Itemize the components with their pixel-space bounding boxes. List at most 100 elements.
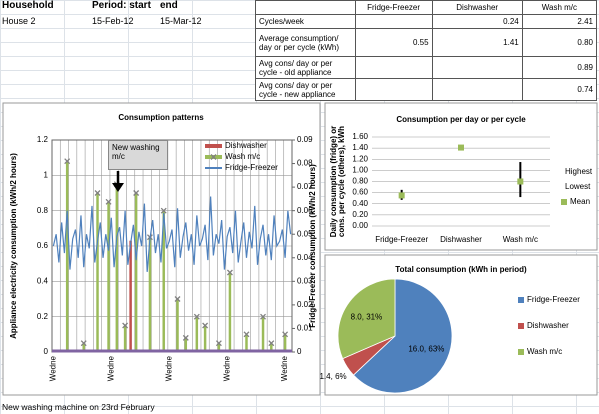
chart-title: Consumption patterns: [118, 113, 204, 122]
bar: [115, 184, 119, 352]
table-cell: [431, 56, 523, 79]
mean-marker: [398, 192, 405, 199]
table-cell: 0.74: [521, 78, 598, 101]
y2-tick-label: 0.08: [297, 159, 313, 168]
header-value: House 2: [2, 16, 36, 26]
y2-tick-label: 0.03: [297, 276, 313, 285]
marker: [226, 269, 233, 276]
table-cell: 0.80: [521, 28, 598, 57]
y-tick-label: 1.40: [352, 143, 368, 152]
marker: [122, 322, 129, 329]
y-tick-label: 1.2: [37, 135, 49, 144]
marker: [215, 340, 222, 347]
bar: [162, 210, 165, 352]
legend-label: Mean: [570, 197, 590, 206]
header-label: Period: start: [92, 0, 151, 11]
table-row: Cycles/week 0.24 2.41: [255, 14, 598, 29]
y-tick-label: 0.80: [352, 177, 368, 186]
row-label: Cycles/week: [255, 14, 356, 29]
y-tick-label: 1.00: [352, 165, 368, 174]
y-tick-label: 0: [44, 347, 49, 356]
marker: [133, 190, 140, 196]
y2-tick-label: 0.05: [297, 229, 313, 238]
marker: [160, 207, 167, 214]
bar: [123, 325, 127, 352]
y2-axis-label: Fridge-Freezer consumption (kWh/2 hours): [308, 164, 317, 328]
table-cell: 0.89: [521, 56, 598, 79]
data-label: 1.4, 6%: [320, 372, 347, 381]
x-tick-label: Wash m/c: [503, 235, 538, 244]
marker: [268, 340, 275, 347]
row-label: Avg cons/ day or per cycle - new applian…: [255, 78, 356, 101]
marker: [282, 331, 289, 338]
line: [52, 196, 292, 272]
column-header: Dishwasher: [431, 0, 523, 15]
legend-label: Fridge-Freezer: [225, 163, 278, 172]
table-row: Avg cons/ day or per cycle - old applian…: [255, 56, 598, 79]
bar: [283, 334, 287, 352]
legend-label: Highest: [565, 167, 593, 176]
legend-label: Lowest: [565, 182, 591, 191]
marker: [243, 331, 250, 338]
y2-tick-label: 0.07: [297, 182, 313, 191]
marker: [80, 340, 87, 347]
x-tick-label: Wedne: [280, 355, 289, 381]
footnote: New washing machine on 23rd February: [2, 402, 155, 412]
header-label: end: [160, 0, 178, 11]
marker: [64, 158, 71, 165]
marker: [182, 334, 189, 341]
bar: [129, 240, 132, 352]
legend-label: Dishwasher: [225, 141, 267, 150]
table-cell: [354, 78, 433, 101]
x-tick-label: Wedne: [222, 355, 231, 381]
bar: [228, 272, 232, 352]
table-cell: 1.41: [431, 28, 523, 57]
marker: [174, 296, 181, 302]
y2-tick-label: 0: [297, 347, 302, 356]
chart-box: [324, 102, 598, 251]
y-tick-label: 0.20: [352, 210, 368, 219]
y-tick-label: 1.60: [352, 132, 368, 141]
bar: [217, 343, 221, 352]
y-axis-label: cons. per cycle (others), kWh: [337, 126, 346, 237]
legend-swatch: [518, 323, 524, 329]
y-tick-label: 0.2: [37, 312, 49, 321]
table-row: Avg cons/ day or per cycle - new applian…: [255, 78, 598, 101]
y-tick-label: 0.8: [37, 206, 49, 215]
bar: [176, 299, 179, 352]
y2-tick-label: 0.01: [297, 324, 313, 333]
arrowhead: [112, 183, 124, 192]
table-cell: [354, 14, 433, 29]
bar: [261, 316, 265, 352]
marker: [94, 190, 101, 196]
table-cell: 2.41: [521, 14, 598, 29]
mean-marker: [517, 178, 524, 185]
header-value: 15-Feb-12: [92, 16, 134, 26]
data-label: 8.0, 31%: [351, 312, 383, 321]
bar: [134, 193, 138, 352]
bar: [195, 316, 199, 352]
legend-swatch: [518, 297, 524, 303]
table-cell: 0.55: [354, 28, 433, 57]
pie-slice: [352, 278, 453, 394]
y-tick-label: 0.6: [37, 241, 49, 250]
header-value: 15-Mar-12: [160, 16, 202, 26]
x-tick-label: Wedne: [106, 355, 115, 381]
marker: [105, 198, 112, 205]
row-label: Average consumption/ day or per cycle (k…: [255, 28, 356, 57]
bar: [203, 325, 207, 352]
x-tick-label: Wedne: [48, 355, 57, 381]
bar: [65, 161, 69, 352]
y-axis-label: Appliance electricity consumption (kWh/2…: [9, 153, 18, 339]
chart-title: Total consumption (kWh in period): [395, 265, 527, 274]
legend-label: Wash m/c: [225, 152, 260, 161]
x-tick-label: Fridge-Freezer: [375, 235, 428, 244]
annotation: New washing m/c: [108, 140, 168, 170]
bar: [184, 337, 188, 352]
marker: [260, 313, 266, 320]
table-row: Fridge-Freezer Dishwasher Wash m/c: [255, 0, 598, 15]
bar: [148, 237, 152, 352]
legend-marker: [210, 154, 217, 160]
